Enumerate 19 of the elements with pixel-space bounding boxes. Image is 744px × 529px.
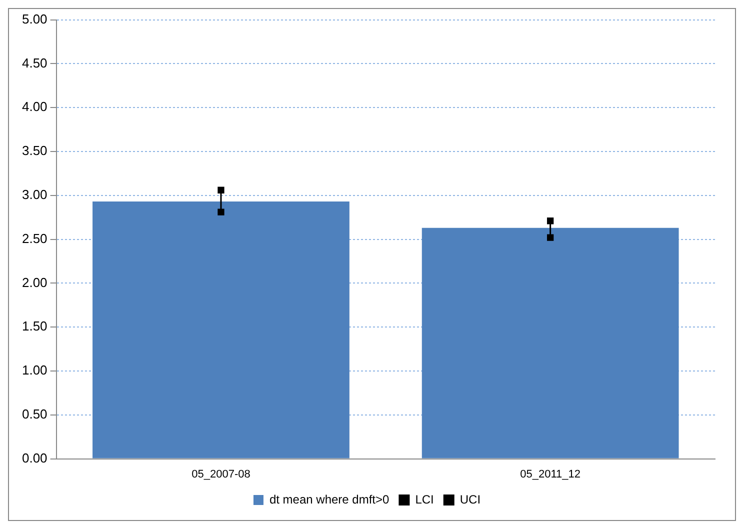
y-tick-label: 4.00	[22, 99, 48, 114]
y-tick-label: 3.50	[22, 143, 48, 158]
point	[218, 208, 224, 216]
y-tick-label: 1.50	[22, 318, 48, 334]
legend-label: LCI	[415, 492, 434, 506]
legend-label: dt mean where dmft>0	[269, 492, 390, 506]
y-tick-label: 0.50	[22, 406, 48, 422]
y-tick-label: 5.00	[22, 11, 48, 26]
y-tick-label: 4.50	[22, 55, 48, 70]
point	[218, 186, 224, 194]
y-tick-label: 2.00	[22, 274, 48, 290]
x-tick-label: 05_2007-08	[192, 468, 250, 480]
legend-label: UCI	[460, 492, 481, 506]
y-tick-label: 0.00	[22, 450, 48, 466]
y-tick-label: 3.00	[22, 186, 48, 202]
y-tick-label: 2.50	[22, 230, 48, 246]
y-tick-label: 1.00	[22, 362, 48, 378]
point	[546, 234, 554, 241]
x-tick-label: 05_2011_12	[520, 468, 581, 480]
